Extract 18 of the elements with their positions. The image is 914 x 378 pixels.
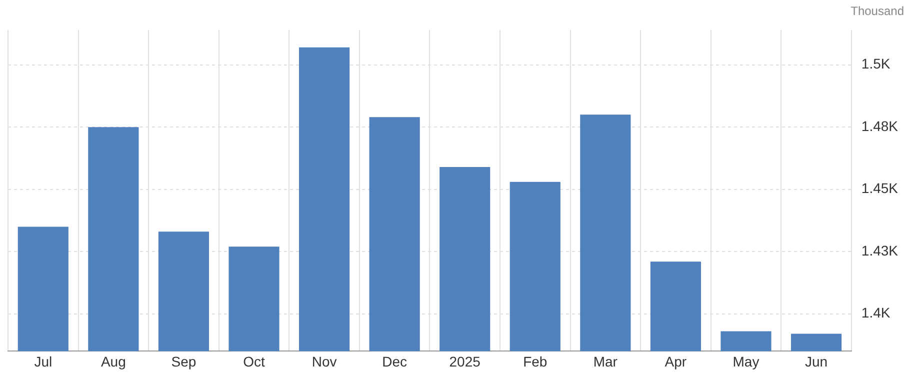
x-tick-label: Nov	[312, 353, 337, 370]
x-tick-label: Jul	[34, 353, 52, 370]
y-tick-label: 1.48K	[861, 118, 899, 134]
x-tick-label: Oct	[243, 353, 265, 370]
y-tick-label: 1.5K	[861, 56, 891, 72]
x-tick-label: Jun	[804, 353, 828, 370]
y-tick-label: 1.45K	[861, 180, 899, 196]
y-tick-label: 1.43K	[861, 242, 899, 258]
x-tick-label: 2025	[449, 353, 481, 370]
x-tick-label: Feb	[523, 353, 548, 370]
y-tick-label: 1.4K	[861, 304, 891, 321]
x-tick-label: May	[732, 353, 760, 370]
x-tick-label: Apr	[664, 353, 687, 370]
text: Thousand	[850, 4, 904, 18]
x-tick-label: Aug	[100, 353, 126, 370]
x-tick-label: Dec	[382, 353, 408, 370]
x-tick-label: Sep	[171, 353, 196, 370]
x-tick-label: Mar	[593, 353, 618, 370]
